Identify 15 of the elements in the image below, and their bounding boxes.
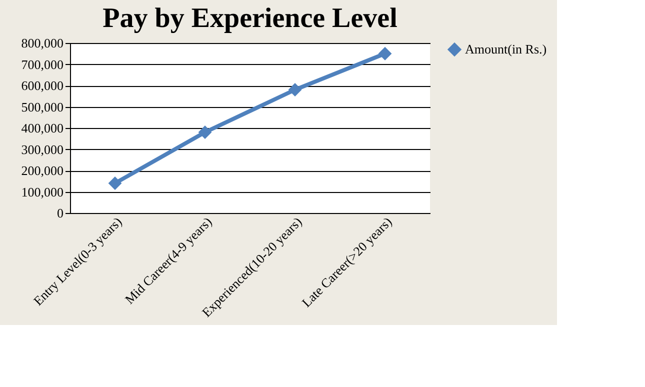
chart-title: Pay by Experience Level [102, 3, 398, 34]
point [378, 46, 392, 60]
y-tick-label: 100,000 [21, 184, 64, 200]
point [288, 83, 302, 96]
y-tick-label: 500,000 [21, 99, 64, 114]
y-tick-label: 0 [57, 206, 64, 220]
y-tick-label: 600,000 [21, 78, 64, 93]
point [108, 176, 122, 190]
y-tick-label: 400,000 [21, 120, 64, 136]
y-tick-label: 800,000 [21, 36, 64, 50]
legend-label: Amount(in Rs.) [465, 42, 547, 56]
y-tick-label: 200,000 [21, 163, 64, 178]
y-tick-label: 300,000 [21, 142, 64, 157]
y-tick-label: 700,000 [21, 56, 64, 72]
point [198, 126, 212, 139]
